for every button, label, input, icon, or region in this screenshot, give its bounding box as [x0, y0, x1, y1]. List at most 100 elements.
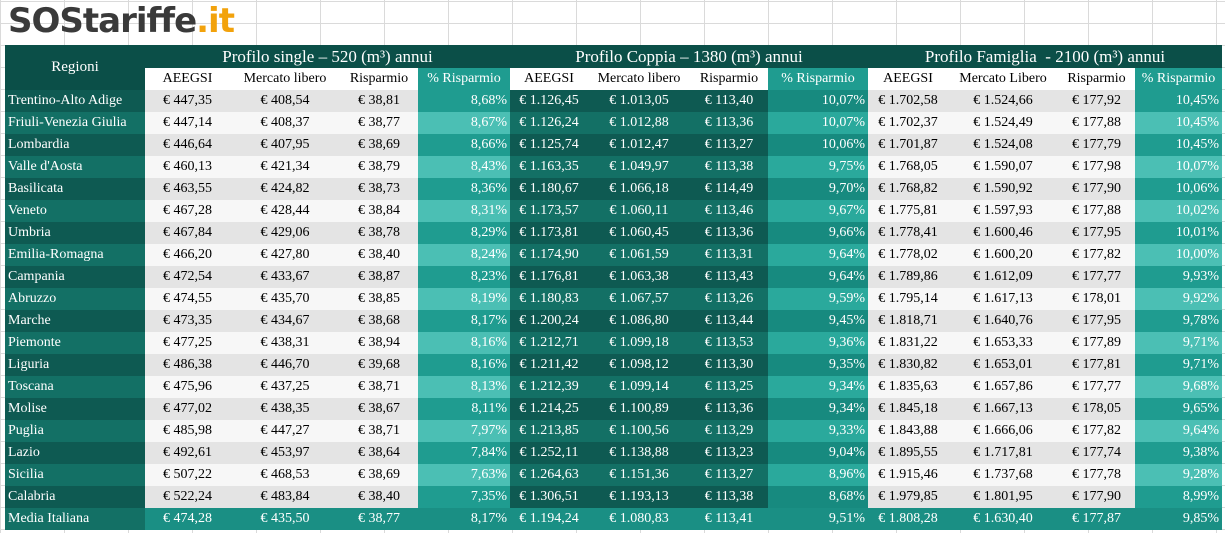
value-cell: € 1.049,97	[588, 156, 690, 178]
value-cell: € 113,31	[690, 244, 768, 266]
percent-cell: 8,67%	[418, 112, 510, 134]
percent-cell: 8,29%	[418, 222, 510, 244]
value-cell: € 475,96	[145, 376, 230, 398]
percent-cell: 9,64%	[1135, 420, 1222, 442]
value-cell: € 1.173,57	[510, 200, 588, 222]
percent-cell: 9,64%	[768, 244, 868, 266]
percent-cell: 9,65%	[1135, 398, 1222, 420]
value-cell: € 1.640,76	[948, 310, 1058, 332]
value-cell: € 477,02	[145, 398, 230, 420]
value-cell: € 38,69	[340, 134, 418, 156]
column-header: AEEGSI	[868, 68, 948, 90]
value-cell: € 1.702,58	[868, 90, 948, 112]
column-header: Risparmio	[690, 68, 768, 90]
value-cell: € 38,69	[340, 464, 418, 486]
value-cell: € 1.835,63	[868, 376, 948, 398]
value-cell: € 1.211,42	[510, 354, 588, 376]
value-cell: € 438,35	[230, 398, 340, 420]
value-cell: € 177,82	[1058, 244, 1135, 266]
value-cell: € 113,27	[690, 464, 768, 486]
value-cell: € 38,87	[340, 266, 418, 288]
value-cell: € 1.099,14	[588, 376, 690, 398]
percent-cell: 9,93%	[1135, 266, 1222, 288]
value-cell: € 437,25	[230, 376, 340, 398]
logo-brand: SOStariffe	[8, 1, 197, 41]
percent-cell: 8,13%	[418, 376, 510, 398]
percent-cell: 8,36%	[418, 178, 510, 200]
value-cell: € 1.212,39	[510, 376, 588, 398]
value-cell: € 1.174,90	[510, 244, 588, 266]
value-cell: € 38,81	[340, 90, 418, 112]
value-cell: € 177,81	[1058, 354, 1135, 376]
value-cell: € 177,98	[1058, 156, 1135, 178]
value-cell: € 1.126,24	[510, 112, 588, 134]
value-cell: € 1.306,51	[510, 486, 588, 508]
value-cell: € 1.737,68	[948, 464, 1058, 486]
value-cell: € 1.590,07	[948, 156, 1058, 178]
region-cell: Trentino-Alto Adige	[5, 90, 145, 112]
region-cell: Media Italiana	[5, 508, 145, 530]
value-cell: € 1.630,40	[948, 508, 1058, 530]
region-cell: Puglia	[5, 420, 145, 442]
corner-header: Regioni	[5, 45, 145, 90]
value-cell: € 1.213,85	[510, 420, 588, 442]
value-cell: € 1.915,46	[868, 464, 948, 486]
value-cell: € 1.067,57	[588, 288, 690, 310]
value-cell: € 1.818,71	[868, 310, 948, 332]
value-cell: € 1.063,38	[588, 266, 690, 288]
value-cell: € 427,80	[230, 244, 340, 266]
value-cell: € 177,79	[1058, 134, 1135, 156]
percent-cell: 8,31%	[418, 200, 510, 222]
percent-cell: 9,36%	[768, 332, 868, 354]
value-cell: € 1.013,05	[588, 90, 690, 112]
value-cell: € 1.831,22	[868, 332, 948, 354]
value-cell: € 38,73	[340, 178, 418, 200]
value-cell: € 177,77	[1058, 266, 1135, 288]
value-cell: € 1.193,13	[588, 486, 690, 508]
value-cell: € 1.252,11	[510, 442, 588, 464]
percent-cell: 9,66%	[768, 222, 868, 244]
region-cell: Piemonte	[5, 332, 145, 354]
value-cell: € 113,25	[690, 376, 768, 398]
value-cell: € 1.768,05	[868, 156, 948, 178]
region-cell: Calabria	[5, 486, 145, 508]
value-cell: € 1.200,24	[510, 310, 588, 332]
region-cell: Abruzzo	[5, 288, 145, 310]
logo: SOStariffe.it	[8, 0, 235, 42]
value-cell: € 177,78	[1058, 464, 1135, 486]
value-cell: € 177,74	[1058, 442, 1135, 464]
value-cell: € 38,68	[340, 310, 418, 332]
value-cell: € 1.194,24	[510, 508, 588, 530]
logo-suffix: .it	[196, 1, 235, 41]
percent-cell: 9,59%	[768, 288, 868, 310]
region-cell: Friuli-Venezia Giulia	[5, 112, 145, 134]
value-cell: € 38,71	[340, 420, 418, 442]
value-cell: € 1.524,49	[948, 112, 1058, 134]
value-cell: € 446,70	[230, 354, 340, 376]
column-header: % Risparmio	[418, 68, 510, 90]
percent-cell: 9,35%	[768, 354, 868, 376]
percent-cell: 7,84%	[418, 442, 510, 464]
value-cell: € 113,23	[690, 442, 768, 464]
value-cell: € 113,46	[690, 200, 768, 222]
value-cell: € 1.524,08	[948, 134, 1058, 156]
value-cell: € 435,70	[230, 288, 340, 310]
value-cell: € 1.100,89	[588, 398, 690, 420]
value-cell: € 453,97	[230, 442, 340, 464]
value-cell: € 1.778,41	[868, 222, 948, 244]
value-cell: € 472,54	[145, 266, 230, 288]
percent-cell: 9,75%	[768, 156, 868, 178]
percent-cell: 9,92%	[1135, 288, 1222, 310]
value-cell: € 1.012,47	[588, 134, 690, 156]
column-header: Risparmio	[340, 68, 418, 90]
value-cell: € 38,78	[340, 222, 418, 244]
region-cell: Emilia-Romagna	[5, 244, 145, 266]
percent-cell: 9,45%	[768, 310, 868, 332]
value-cell: € 38,77	[340, 508, 418, 530]
percent-cell: 8,17%	[418, 310, 510, 332]
value-cell: € 1.612,09	[948, 266, 1058, 288]
value-cell: € 433,67	[230, 266, 340, 288]
percent-cell: 10,06%	[768, 134, 868, 156]
value-cell: € 460,13	[145, 156, 230, 178]
